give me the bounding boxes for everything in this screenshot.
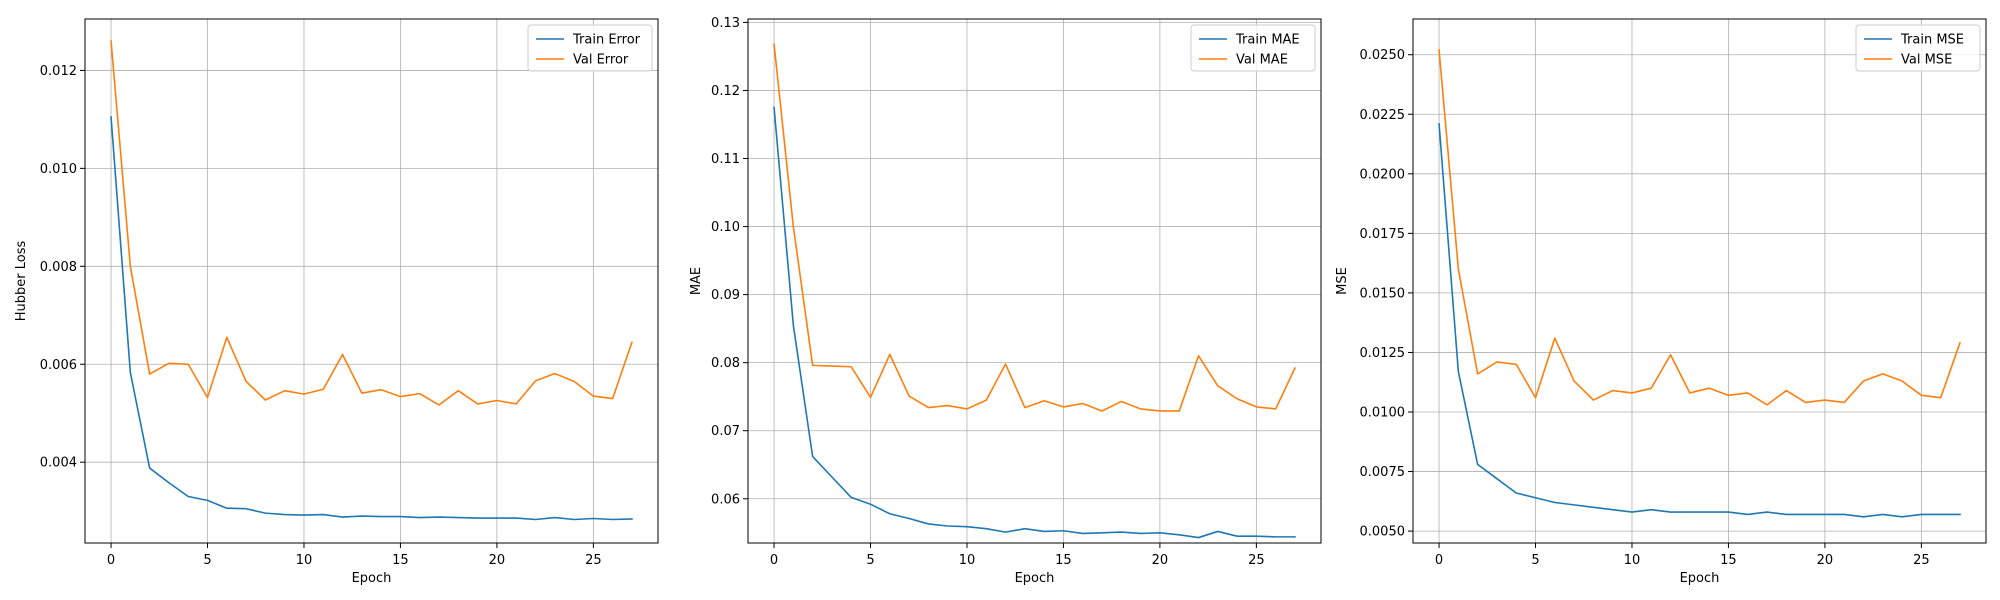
x-tick-label: 5	[1531, 553, 1539, 568]
x-tick-label: 25	[1913, 553, 1930, 568]
x-tick-label: 20	[489, 553, 506, 568]
legend-label: Val MAE	[1236, 53, 1288, 68]
x-tick-label: 10	[959, 553, 976, 568]
y-tick-label: 0.008	[40, 260, 77, 275]
series-line-train-mae	[773, 106, 1296, 539]
y-axis-label: Hubber Loss	[14, 241, 29, 322]
x-tick-label: 25	[585, 553, 602, 568]
x-tick-label: 10	[296, 553, 313, 568]
y-tick-label: 0.0125	[1360, 346, 1406, 361]
legend-label: Val MSE	[1901, 53, 1952, 68]
y-tick-label: 0.0075	[1360, 465, 1406, 480]
y-tick-label: 0.12	[711, 84, 740, 99]
legend-label: Train Error	[572, 33, 641, 48]
x-tick-label: 15	[392, 553, 409, 568]
legend: Train Error Val Error	[527, 24, 653, 72]
x-tick-label: 5	[866, 553, 874, 568]
y-tick-label: 0.0150	[1360, 286, 1406, 301]
y-tick-label: 0.08	[711, 356, 740, 371]
x-tick-label: 0	[107, 553, 115, 568]
plot-frame	[1412, 18, 1987, 544]
plot-frame	[84, 18, 659, 544]
legend-label: Train MAE	[1235, 33, 1300, 48]
y-tick-label: 0.0175	[1360, 227, 1406, 242]
legend: Train MSE Val MSE	[1855, 24, 1981, 72]
y-tick-label: 0.0225	[1360, 108, 1406, 123]
x-tick-label: 20	[1152, 553, 1169, 568]
y-tick-label: 0.13	[711, 16, 740, 31]
y-tick-label: 0.10	[711, 220, 740, 235]
legend-label: Train MSE	[1900, 33, 1964, 48]
y-axis-label: MAE	[689, 267, 704, 295]
y-tick-label: 0.06	[711, 492, 740, 507]
series-line-val-error	[110, 40, 633, 406]
y-tick-label: 0.006	[40, 358, 77, 373]
y-tick-label: 0.07	[711, 424, 740, 439]
y-tick-label: 0.0100	[1360, 406, 1406, 421]
subplot-huber-loss: 0 5 10 15 20 25 0.004 0.006 0.008 0.010 0.012 Epoch…	[14, 18, 659, 586]
y-axis-label: MSE	[1335, 267, 1350, 295]
x-tick-label: 10	[1624, 553, 1641, 568]
x-tick-label: 5	[203, 553, 211, 568]
x-tick-label: 15	[1055, 553, 1072, 568]
legend: Train MAE Val MAE	[1190, 24, 1316, 72]
subplot-mse: 0 5 10 15 20 25 0.0050 0.0075 0.0100 0.0125 0.0150…	[1335, 18, 1987, 586]
series-line-val-mse	[1438, 49, 1961, 406]
y-tick-label: 0.0200	[1360, 167, 1406, 182]
x-tick-label: 15	[1720, 553, 1737, 568]
plot-frame	[747, 18, 1322, 544]
x-axis-label: Epoch	[352, 571, 392, 586]
legend-label: Val Error	[573, 53, 629, 68]
series-line-train-error	[110, 116, 633, 521]
subplot-mae: 0 5 10 15 20 25 0.06 0.07 0.08 0.09 0.10 0.11 0.12 0.…	[689, 16, 1322, 586]
x-tick-label: 0	[770, 553, 778, 568]
y-tick-label: 0.004	[40, 456, 77, 471]
series-line-train-mse	[1438, 122, 1961, 518]
x-axis-label: Epoch	[1680, 571, 1720, 586]
y-tick-label: 0.0250	[1360, 48, 1406, 63]
y-tick-label: 0.11	[711, 152, 740, 167]
x-tick-label: 25	[1248, 553, 1265, 568]
x-tick-label: 20	[1817, 553, 1834, 568]
y-tick-label: 0.010	[40, 162, 77, 177]
x-tick-label: 0	[1435, 553, 1443, 568]
series-line-val-mae	[773, 43, 1297, 412]
x-axis-label: Epoch	[1015, 571, 1055, 586]
y-tick-label: 0.0050	[1360, 525, 1406, 540]
y-tick-label: 0.012	[40, 64, 77, 79]
y-tick-label: 0.09	[711, 288, 740, 303]
